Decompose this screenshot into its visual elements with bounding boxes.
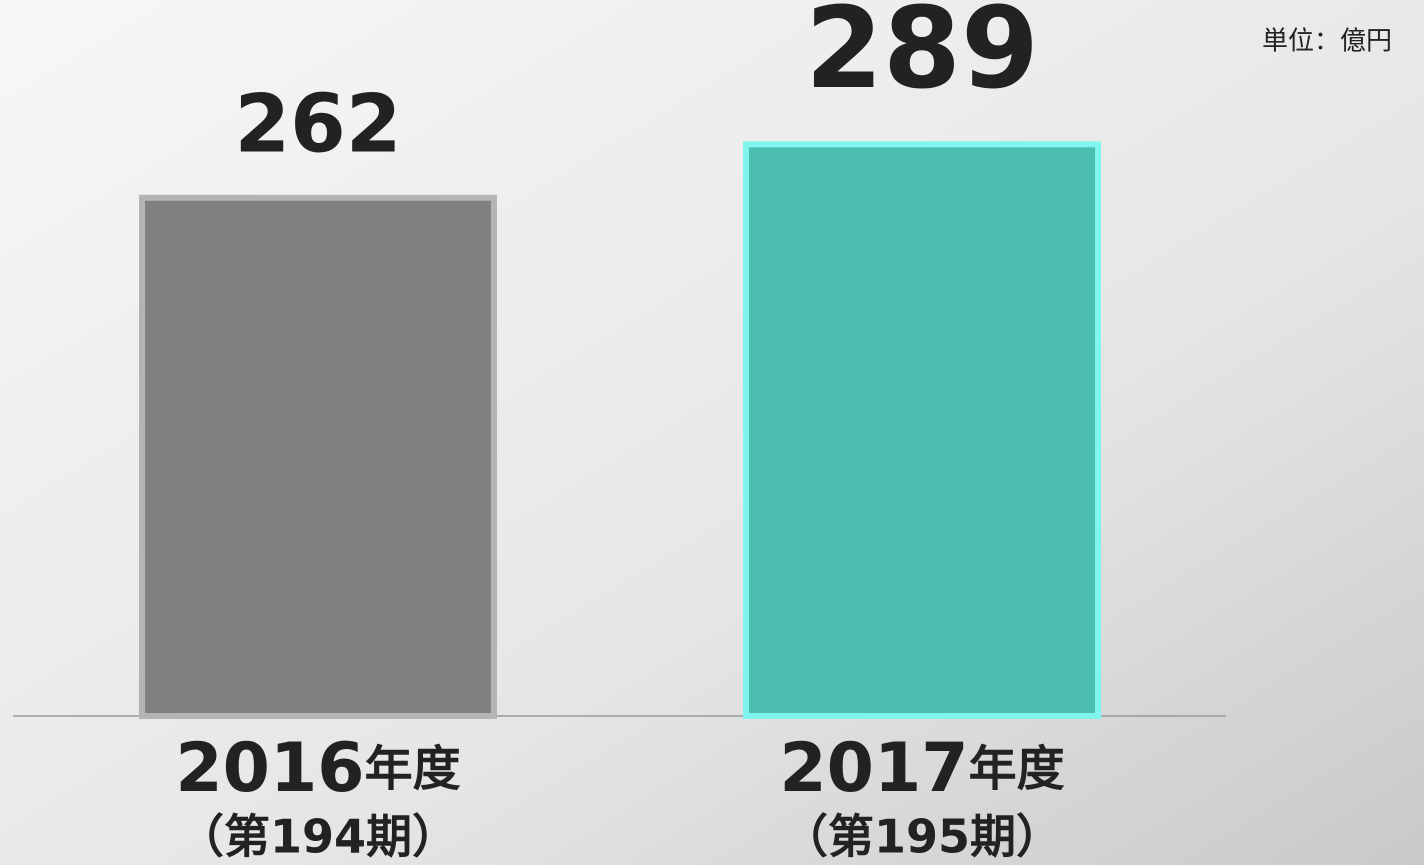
x-tick-sublabel: （第195期） xyxy=(782,810,1062,864)
unit-label: 単位：億円 xyxy=(1262,27,1392,57)
bar xyxy=(743,141,1101,720)
x-tick-label: 2016年度 xyxy=(175,729,460,808)
x-tick-sublabel: （第194期） xyxy=(178,810,458,864)
x-tick-label: 2017年度 xyxy=(779,729,1064,808)
bar xyxy=(139,194,497,720)
value-label: 289 xyxy=(805,0,1039,114)
value-label: 262 xyxy=(235,78,402,171)
